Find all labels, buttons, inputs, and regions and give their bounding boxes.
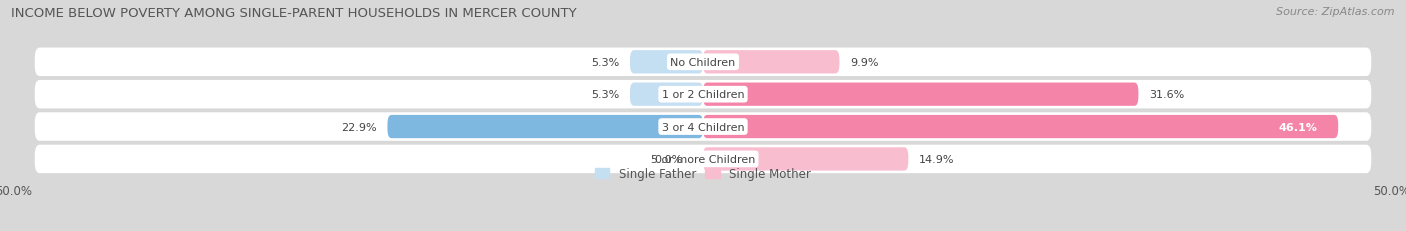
Text: 22.9%: 22.9% <box>340 122 377 132</box>
Text: 5.3%: 5.3% <box>591 90 619 100</box>
Legend: Single Father, Single Mother: Single Father, Single Mother <box>591 163 815 185</box>
FancyBboxPatch shape <box>35 81 1371 109</box>
FancyBboxPatch shape <box>703 51 839 74</box>
FancyBboxPatch shape <box>630 83 703 106</box>
Text: INCOME BELOW POVERTY AMONG SINGLE-PARENT HOUSEHOLDS IN MERCER COUNTY: INCOME BELOW POVERTY AMONG SINGLE-PARENT… <box>11 7 576 20</box>
FancyBboxPatch shape <box>35 113 1371 141</box>
Text: 1 or 2 Children: 1 or 2 Children <box>662 90 744 100</box>
Text: 14.9%: 14.9% <box>920 154 955 164</box>
FancyBboxPatch shape <box>703 148 908 171</box>
Text: Source: ZipAtlas.com: Source: ZipAtlas.com <box>1277 7 1395 17</box>
FancyBboxPatch shape <box>35 48 1371 77</box>
Text: 0.0%: 0.0% <box>654 154 682 164</box>
Text: 5.3%: 5.3% <box>591 58 619 67</box>
Text: No Children: No Children <box>671 58 735 67</box>
FancyBboxPatch shape <box>703 116 1339 139</box>
FancyBboxPatch shape <box>388 116 703 139</box>
Text: 5 or more Children: 5 or more Children <box>651 154 755 164</box>
FancyBboxPatch shape <box>703 83 1139 106</box>
Text: 46.1%: 46.1% <box>1278 122 1317 132</box>
Text: 9.9%: 9.9% <box>851 58 879 67</box>
Text: 3 or 4 Children: 3 or 4 Children <box>662 122 744 132</box>
Text: 31.6%: 31.6% <box>1150 90 1185 100</box>
FancyBboxPatch shape <box>630 51 703 74</box>
FancyBboxPatch shape <box>35 145 1371 173</box>
